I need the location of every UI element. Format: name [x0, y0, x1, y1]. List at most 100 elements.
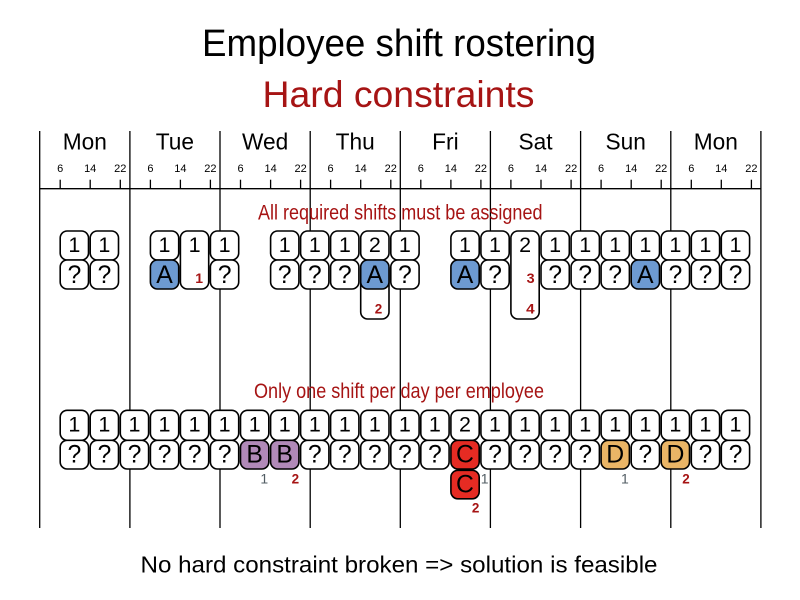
svg-text:1: 1	[279, 233, 291, 257]
svg-text:2: 2	[369, 233, 381, 257]
svg-text:1: 1	[129, 413, 141, 437]
svg-text:14: 14	[84, 163, 96, 175]
svg-text:14: 14	[535, 163, 547, 175]
svg-text:1: 1	[669, 413, 681, 437]
svg-text:1: 1	[579, 413, 591, 437]
svg-text:6: 6	[688, 163, 694, 175]
svg-text:C: C	[456, 441, 474, 468]
svg-text:14: 14	[625, 163, 637, 175]
svg-text:1: 1	[481, 471, 489, 487]
svg-text:22: 22	[294, 163, 306, 175]
svg-text:1: 1	[159, 233, 171, 257]
svg-text:1: 1	[621, 471, 629, 487]
svg-text:1: 1	[339, 413, 351, 437]
svg-text:C: C	[456, 471, 474, 498]
svg-text:1: 1	[459, 233, 471, 257]
svg-text:All required shifts must be as: All required shifts must be assigned	[258, 202, 543, 225]
svg-text:?: ?	[338, 441, 352, 468]
svg-text:?: ?	[608, 262, 622, 289]
svg-text:2: 2	[459, 413, 471, 437]
svg-text:1: 1	[260, 471, 268, 487]
svg-text:1: 1	[609, 413, 621, 437]
svg-text:D: D	[666, 441, 684, 468]
svg-text:?: ?	[548, 441, 562, 468]
svg-text:1: 1	[339, 233, 351, 257]
svg-text:14: 14	[174, 163, 186, 175]
svg-text:?: ?	[428, 441, 442, 468]
svg-text:?: ?	[518, 441, 532, 468]
svg-text:1: 1	[369, 413, 381, 437]
svg-text:1: 1	[519, 413, 531, 437]
svg-text:?: ?	[729, 441, 743, 468]
svg-text:1: 1	[639, 233, 651, 257]
svg-text:1: 1	[279, 413, 291, 437]
svg-text:22: 22	[565, 163, 577, 175]
svg-text:Fri: Fri	[432, 129, 458, 155]
svg-text:?: ?	[638, 441, 652, 468]
svg-text:1: 1	[219, 233, 231, 257]
svg-text:1: 1	[309, 413, 321, 437]
svg-text:6: 6	[508, 163, 514, 175]
svg-text:?: ?	[398, 441, 412, 468]
svg-text:1: 1	[549, 413, 561, 437]
svg-text:1: 1	[639, 413, 651, 437]
svg-text:?: ?	[548, 262, 562, 289]
svg-text:?: ?	[368, 441, 382, 468]
svg-text:?: ?	[488, 441, 502, 468]
svg-text:Mon: Mon	[694, 129, 738, 155]
svg-text:Only one shift per day per emp: Only one shift per day per employee	[254, 380, 544, 403]
svg-text:B: B	[246, 441, 263, 468]
svg-text:?: ?	[308, 262, 322, 289]
svg-text:1: 1	[429, 413, 441, 437]
svg-text:A: A	[367, 262, 384, 289]
svg-text:22: 22	[204, 163, 216, 175]
svg-text:6: 6	[147, 163, 153, 175]
svg-text:3: 3	[527, 270, 535, 286]
svg-text:?: ?	[188, 441, 202, 468]
svg-text:?: ?	[98, 441, 112, 468]
svg-text:1: 1	[98, 233, 110, 257]
svg-text:1: 1	[159, 413, 171, 437]
svg-text:Sun: Sun	[606, 129, 646, 155]
svg-text:2: 2	[519, 233, 531, 257]
svg-text:1: 1	[189, 413, 201, 437]
svg-text:Wed: Wed	[242, 129, 288, 155]
svg-text:22: 22	[745, 163, 757, 175]
svg-text:1: 1	[699, 413, 711, 437]
svg-text:?: ?	[278, 262, 292, 289]
svg-text:?: ?	[699, 441, 713, 468]
svg-text:1: 1	[195, 270, 203, 286]
svg-text:1: 1	[549, 233, 561, 257]
svg-text:1: 1	[609, 233, 621, 257]
svg-text:?: ?	[308, 441, 322, 468]
svg-text:B: B	[276, 441, 293, 468]
svg-text:Employee shift rostering: Employee shift rostering	[202, 22, 596, 64]
svg-text:1: 1	[309, 233, 321, 257]
svg-text:22: 22	[114, 163, 126, 175]
svg-text:1: 1	[730, 233, 742, 257]
svg-text:A: A	[637, 262, 654, 289]
svg-text:2: 2	[292, 471, 300, 487]
svg-text:14: 14	[715, 163, 727, 175]
svg-text:D: D	[606, 441, 624, 468]
svg-text:1: 1	[219, 413, 231, 437]
svg-text:14: 14	[264, 163, 276, 175]
svg-text:1: 1	[189, 233, 201, 257]
svg-text:6: 6	[598, 163, 604, 175]
svg-text:1: 1	[579, 233, 591, 257]
svg-text:?: ?	[729, 262, 743, 289]
svg-text:2: 2	[472, 500, 480, 516]
svg-text:6: 6	[237, 163, 243, 175]
svg-text:?: ?	[398, 262, 412, 289]
svg-text:?: ?	[68, 441, 82, 468]
svg-text:?: ?	[488, 262, 502, 289]
svg-text:1: 1	[730, 413, 742, 437]
svg-text:Sat: Sat	[518, 129, 553, 155]
svg-text:4: 4	[526, 301, 535, 317]
svg-text:22: 22	[385, 163, 397, 175]
svg-text:14: 14	[355, 163, 367, 175]
svg-text:Thu: Thu	[336, 129, 375, 155]
svg-text:?: ?	[98, 262, 112, 289]
svg-text:?: ?	[68, 262, 82, 289]
svg-text:Tue: Tue	[156, 129, 194, 155]
